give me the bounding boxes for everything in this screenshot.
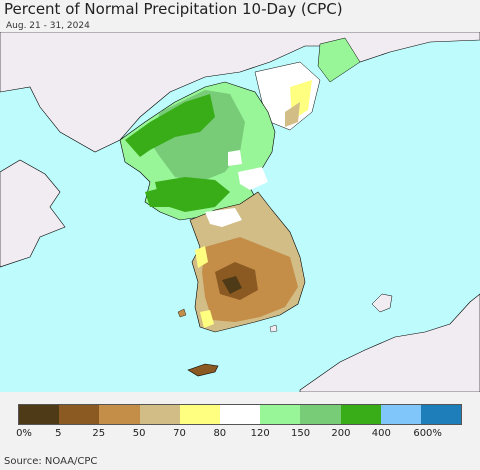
legend-tick-label: 150 (290, 428, 311, 439)
north-korea-dark-green-west (145, 187, 170, 207)
legend-tick-label: 25 (92, 428, 106, 439)
legend-swatch-5 (219, 405, 261, 424)
legend-swatch-9 (380, 405, 421, 424)
landmass-west (0, 159, 66, 268)
legend-tick-label: 600% (413, 428, 442, 439)
legend-tick-label: 120 (250, 428, 270, 439)
south-korea-darkest-brown (222, 276, 242, 294)
legend-tick-label: 50 (132, 428, 146, 439)
north-korea-dark-green-south (155, 177, 230, 212)
small-island-1 (177, 308, 187, 318)
north-korea-dark-green-north (125, 94, 215, 157)
source-credit: Source: NOAA/CPC (4, 456, 98, 467)
precipitation-map (0, 32, 480, 392)
legend-swatch-4 (179, 405, 220, 424)
legend-swatch-1 (59, 405, 100, 424)
legend-swatch-2 (99, 405, 140, 424)
small-island-2 (269, 324, 278, 333)
landmass-northeast (317, 37, 361, 83)
legend-tick-label: 0% (16, 428, 32, 439)
northeast-tan (285, 102, 300, 127)
south-korea-yellow-west (195, 246, 208, 268)
color-legend-bar (18, 404, 462, 425)
legend-tick-label: 200 (331, 428, 351, 439)
legend-tick-label: 5 (55, 428, 62, 439)
south-korea-yellow-sw (200, 310, 214, 328)
north-korea-white-patch (228, 150, 242, 166)
legend-swatch-7 (300, 405, 341, 424)
legend-swatch-8 (340, 405, 381, 424)
south-korea-white-north (205, 208, 242, 227)
legend-tick-label: 80 (213, 428, 227, 439)
legend-swatch-10 (420, 405, 462, 424)
legend-swatch-0 (19, 405, 60, 424)
map-title: Percent of Normal Precipitation 10-Day (… (4, 0, 343, 18)
landmass-japan (299, 293, 480, 392)
legend-tick-label: 400 (371, 428, 391, 439)
jeju-island (187, 363, 219, 377)
date-range: Aug. 21 - 31, 2024 (6, 21, 90, 31)
legend-swatch-6 (260, 405, 301, 424)
landmass-japan-islands (371, 293, 393, 313)
east-coast-white (238, 167, 268, 190)
legend-tick-label: 70 (173, 428, 186, 439)
legend-swatch-3 (139, 405, 180, 424)
